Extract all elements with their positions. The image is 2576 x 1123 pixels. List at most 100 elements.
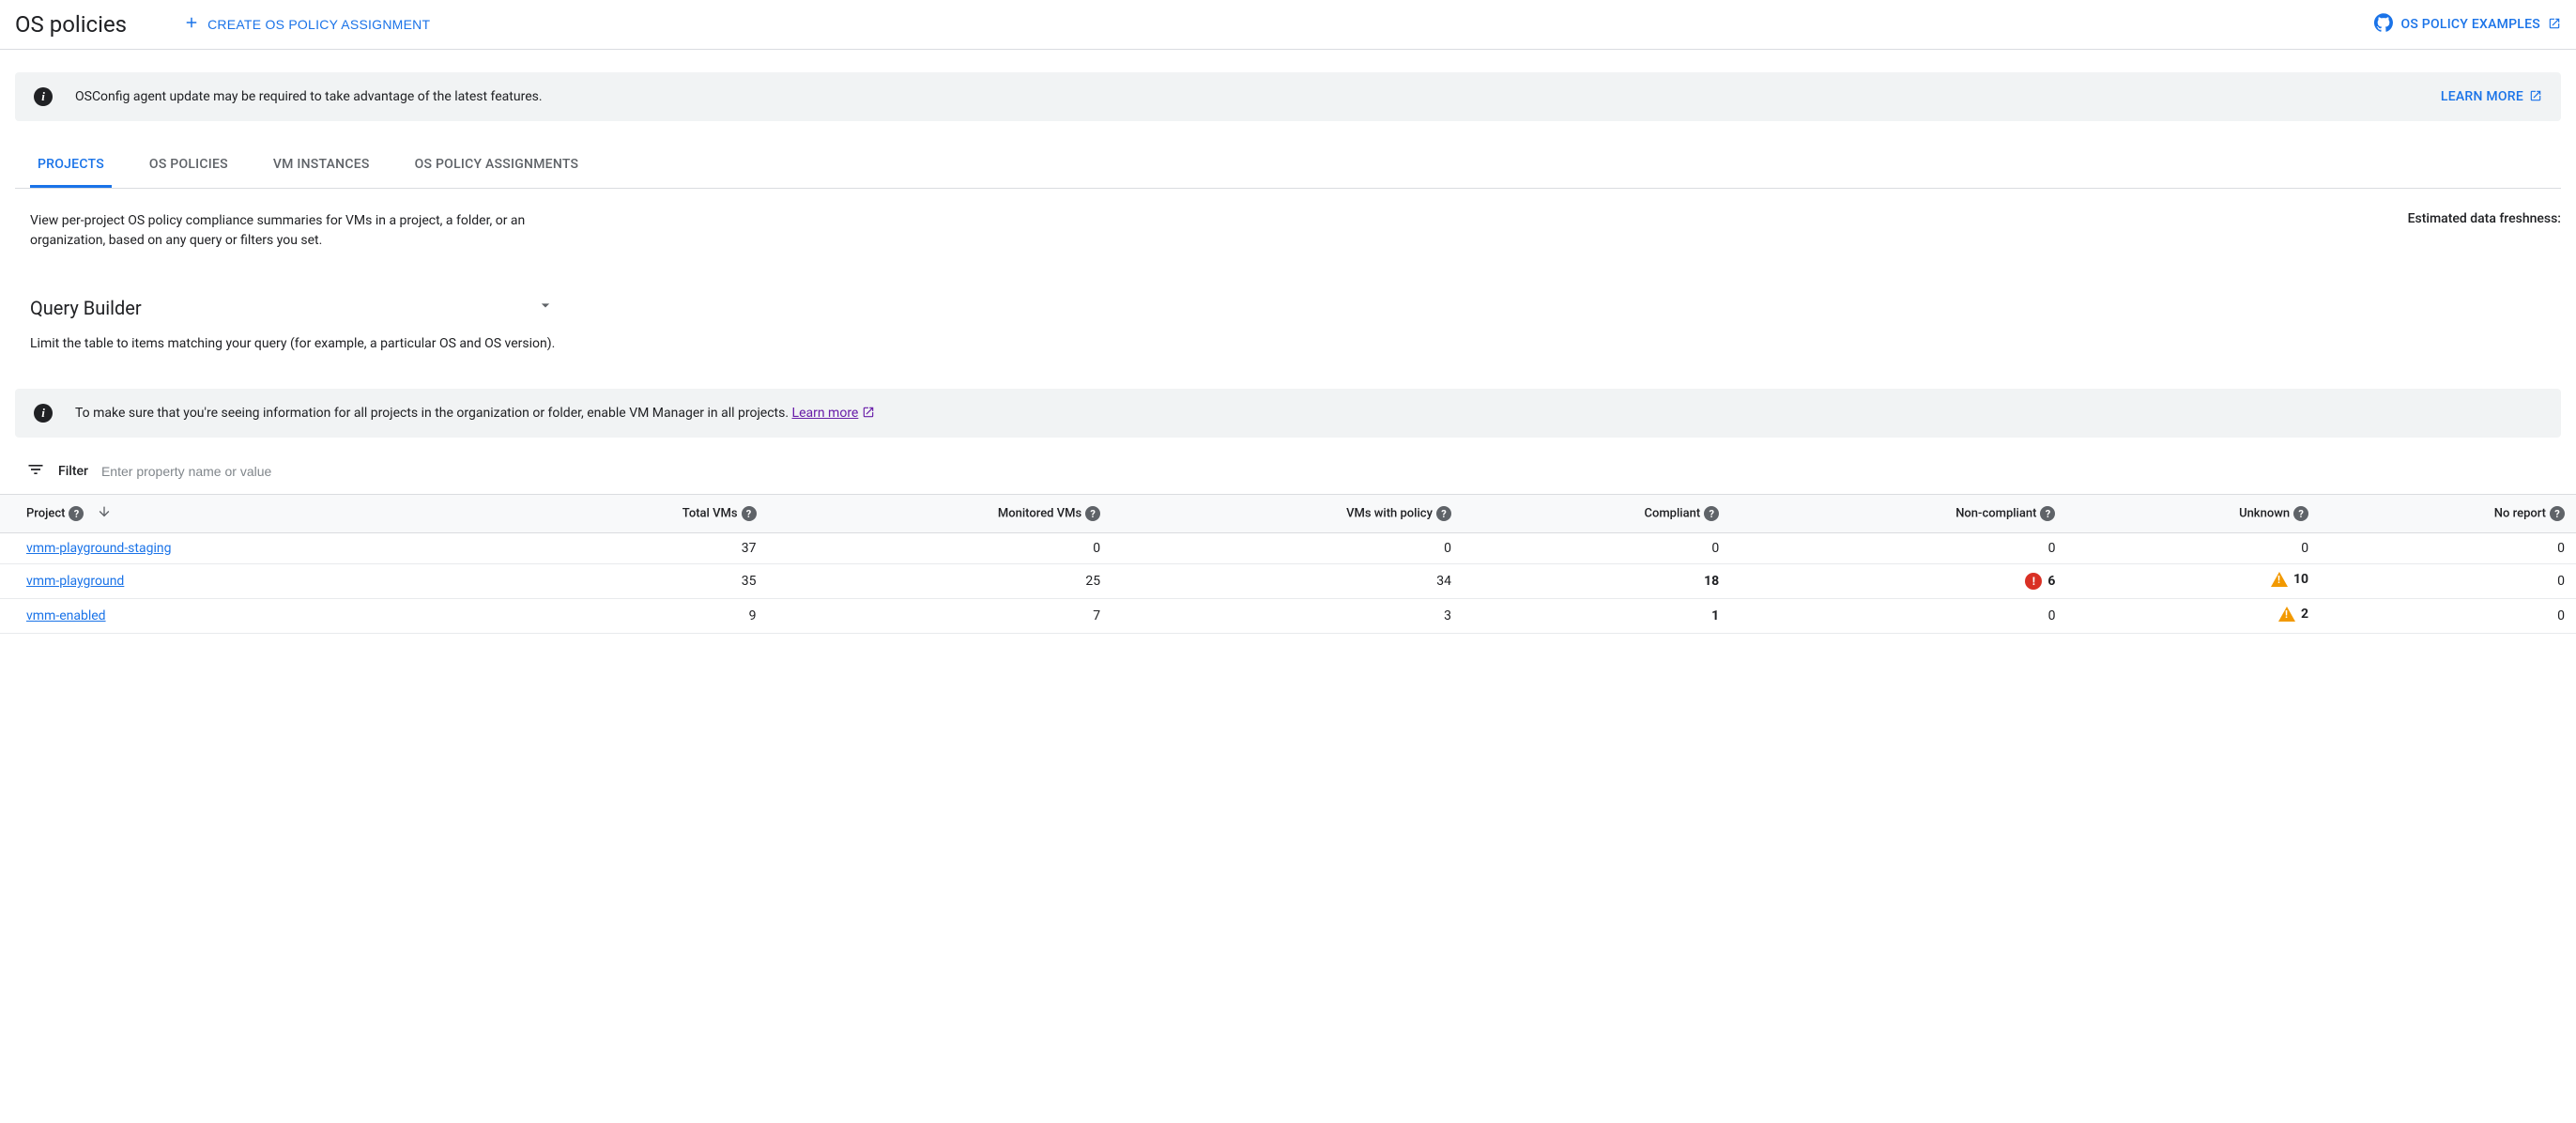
unknown-value: 10 [2293, 572, 2308, 587]
sort-arrow-icon[interactable] [97, 509, 112, 523]
github-icon [2374, 13, 2393, 36]
projects-description: View per-project OS policy compliance su… [30, 211, 575, 251]
table-row: vmm-enabled9731020 [0, 599, 2576, 634]
cell-vms-with-policy: 34 [1112, 564, 1463, 599]
cell-total-vms: 37 [502, 533, 768, 564]
cell-non-compliant: 0 [1730, 599, 2066, 634]
help-icon[interactable]: ? [742, 506, 757, 521]
external-link-icon [2548, 17, 2561, 32]
column-header-unknown[interactable]: Unknown? [2066, 495, 2320, 533]
header-left: OS policies CREATE OS POLICY ASSIGNMENT [15, 11, 430, 38]
osconfig-update-banner: i OSConfig agent update may be required … [15, 72, 2561, 121]
column-label: VMs with policy [1346, 506, 1433, 520]
banner2-link-label: Learn more [792, 406, 859, 421]
cell-monitored-vms: 7 [768, 599, 1112, 634]
column-label: No report [2494, 506, 2546, 520]
page-title: OS policies [15, 11, 127, 38]
cell-no-report: 0 [2320, 533, 2576, 564]
column-label: Monitored VMs [998, 506, 1081, 520]
tabs: PROJECTS OS POLICIES VM INSTANCES OS POLICY… [15, 144, 2561, 189]
error-icon: ! [2025, 573, 2042, 590]
cell-compliant: 18 [1463, 564, 1730, 599]
learn-more-link[interactable]: LEARN MORE [2441, 89, 2542, 104]
non-compliant-value: 6 [2047, 574, 2055, 589]
description-row: View per-project OS policy compliance su… [30, 211, 2561, 251]
page-header: OS policies CREATE OS POLICY ASSIGNMENT … [0, 0, 2576, 50]
create-policy-assignment-button[interactable]: CREATE OS POLICY ASSIGNMENT [183, 14, 430, 36]
cell-vms-with-policy: 3 [1112, 599, 1463, 634]
plus-icon [183, 14, 200, 36]
help-icon[interactable]: ? [2550, 506, 2565, 521]
cell-project: vmm-enabled [0, 599, 502, 634]
help-icon[interactable]: ? [69, 506, 84, 521]
help-icon[interactable]: ? [2040, 506, 2055, 521]
unknown-value: 2 [2301, 607, 2308, 622]
query-builder-description: Limit the table to items matching your q… [30, 336, 2561, 351]
cell-unknown: 0 [2066, 533, 2320, 564]
column-label: Non-compliant [1955, 506, 2036, 520]
filter-icon [26, 460, 45, 483]
project-link[interactable]: vmm-enabled [26, 608, 106, 623]
data-freshness-label: Estimated data freshness: [2408, 211, 2561, 226]
help-icon[interactable]: ? [1085, 506, 1100, 521]
cell-total-vms: 9 [502, 599, 768, 634]
cell-monitored-vms: 0 [768, 533, 1112, 564]
project-link[interactable]: vmm-playground [26, 574, 124, 589]
filter-input[interactable] [101, 464, 2561, 479]
banner2-text: To make sure that you're seeing informat… [75, 406, 875, 421]
cell-unknown: 10 [2066, 564, 2320, 599]
filter-label: Filter [58, 464, 88, 479]
learn-more-label: LEARN MORE [2441, 89, 2523, 104]
column-header-no-report[interactable]: No report? [2320, 495, 2576, 533]
query-builder-title: Query Builder [30, 297, 142, 319]
create-button-label: CREATE OS POLICY ASSIGNMENT [207, 17, 430, 32]
column-header-non-compliant[interactable]: Non-compliant? [1730, 495, 2066, 533]
tab-vm-instances[interactable]: VM INSTANCES [266, 144, 377, 188]
query-builder-section: Query Builder Limit the table to items m… [30, 296, 2561, 351]
cell-total-vms: 35 [502, 564, 768, 599]
cell-monitored-vms: 25 [768, 564, 1112, 599]
column-header-total-vms[interactable]: Total VMs? [502, 495, 768, 533]
column-label: Compliant [1644, 506, 1700, 520]
info-icon: i [34, 404, 53, 423]
help-icon[interactable]: ? [1436, 506, 1451, 521]
tab-os-policies[interactable]: OS POLICIES [142, 144, 236, 188]
column-label: Unknown [2239, 506, 2290, 520]
cell-non-compliant: !6 [1730, 564, 2066, 599]
cell-non-compliant: 0 [1730, 533, 2066, 564]
cell-compliant: 1 [1463, 599, 1730, 634]
tab-projects[interactable]: PROJECTS [30, 144, 112, 188]
column-header-monitored-vms[interactable]: Monitored VMs? [768, 495, 1112, 533]
table-row: vmm-playground35253418!6100 [0, 564, 2576, 599]
cell-project: vmm-playground-staging [0, 533, 502, 564]
column-header-project[interactable]: Project? [0, 495, 502, 533]
filter-row: Filter [0, 453, 2576, 490]
banner-left: i OSConfig agent update may be required … [34, 87, 543, 106]
cell-no-report: 0 [2320, 599, 2576, 634]
project-link[interactable]: vmm-playground-staging [26, 541, 171, 556]
banner2-learn-more-link[interactable]: Learn more [792, 406, 876, 421]
external-link-icon [2529, 89, 2542, 104]
cell-unknown: 2 [2066, 599, 2320, 634]
info-icon: i [34, 87, 53, 106]
cell-project: vmm-playground [0, 564, 502, 599]
warning-icon [2271, 572, 2288, 587]
table-row: vmm-playground-staging37000000 [0, 533, 2576, 564]
query-builder-header[interactable]: Query Builder [30, 296, 2561, 319]
cell-compliant: 0 [1463, 533, 1730, 564]
warning-icon [2278, 607, 2295, 622]
column-header-vms-with-policy[interactable]: VMs with policy? [1112, 495, 1463, 533]
projects-table: Project?Total VMs?Monitored VMs?VMs with… [0, 494, 2576, 634]
os-policy-examples-link[interactable]: OS POLICY EXAMPLES [2374, 13, 2561, 36]
examples-link-label: OS POLICY EXAMPLES [2400, 17, 2540, 32]
help-icon[interactable]: ? [1704, 506, 1719, 521]
column-header-compliant[interactable]: Compliant? [1463, 495, 1730, 533]
table-body: vmm-playground-staging37000000vmm-playgr… [0, 533, 2576, 634]
cell-vms-with-policy: 0 [1112, 533, 1463, 564]
external-link-icon [862, 406, 875, 421]
projects-content: View per-project OS policy compliance su… [0, 189, 2576, 351]
column-label: Total VMs [682, 506, 738, 520]
help-icon[interactable]: ? [2293, 506, 2308, 521]
cell-no-report: 0 [2320, 564, 2576, 599]
tab-os-policy-assignments[interactable]: OS POLICY ASSIGNMENTS [407, 144, 587, 188]
